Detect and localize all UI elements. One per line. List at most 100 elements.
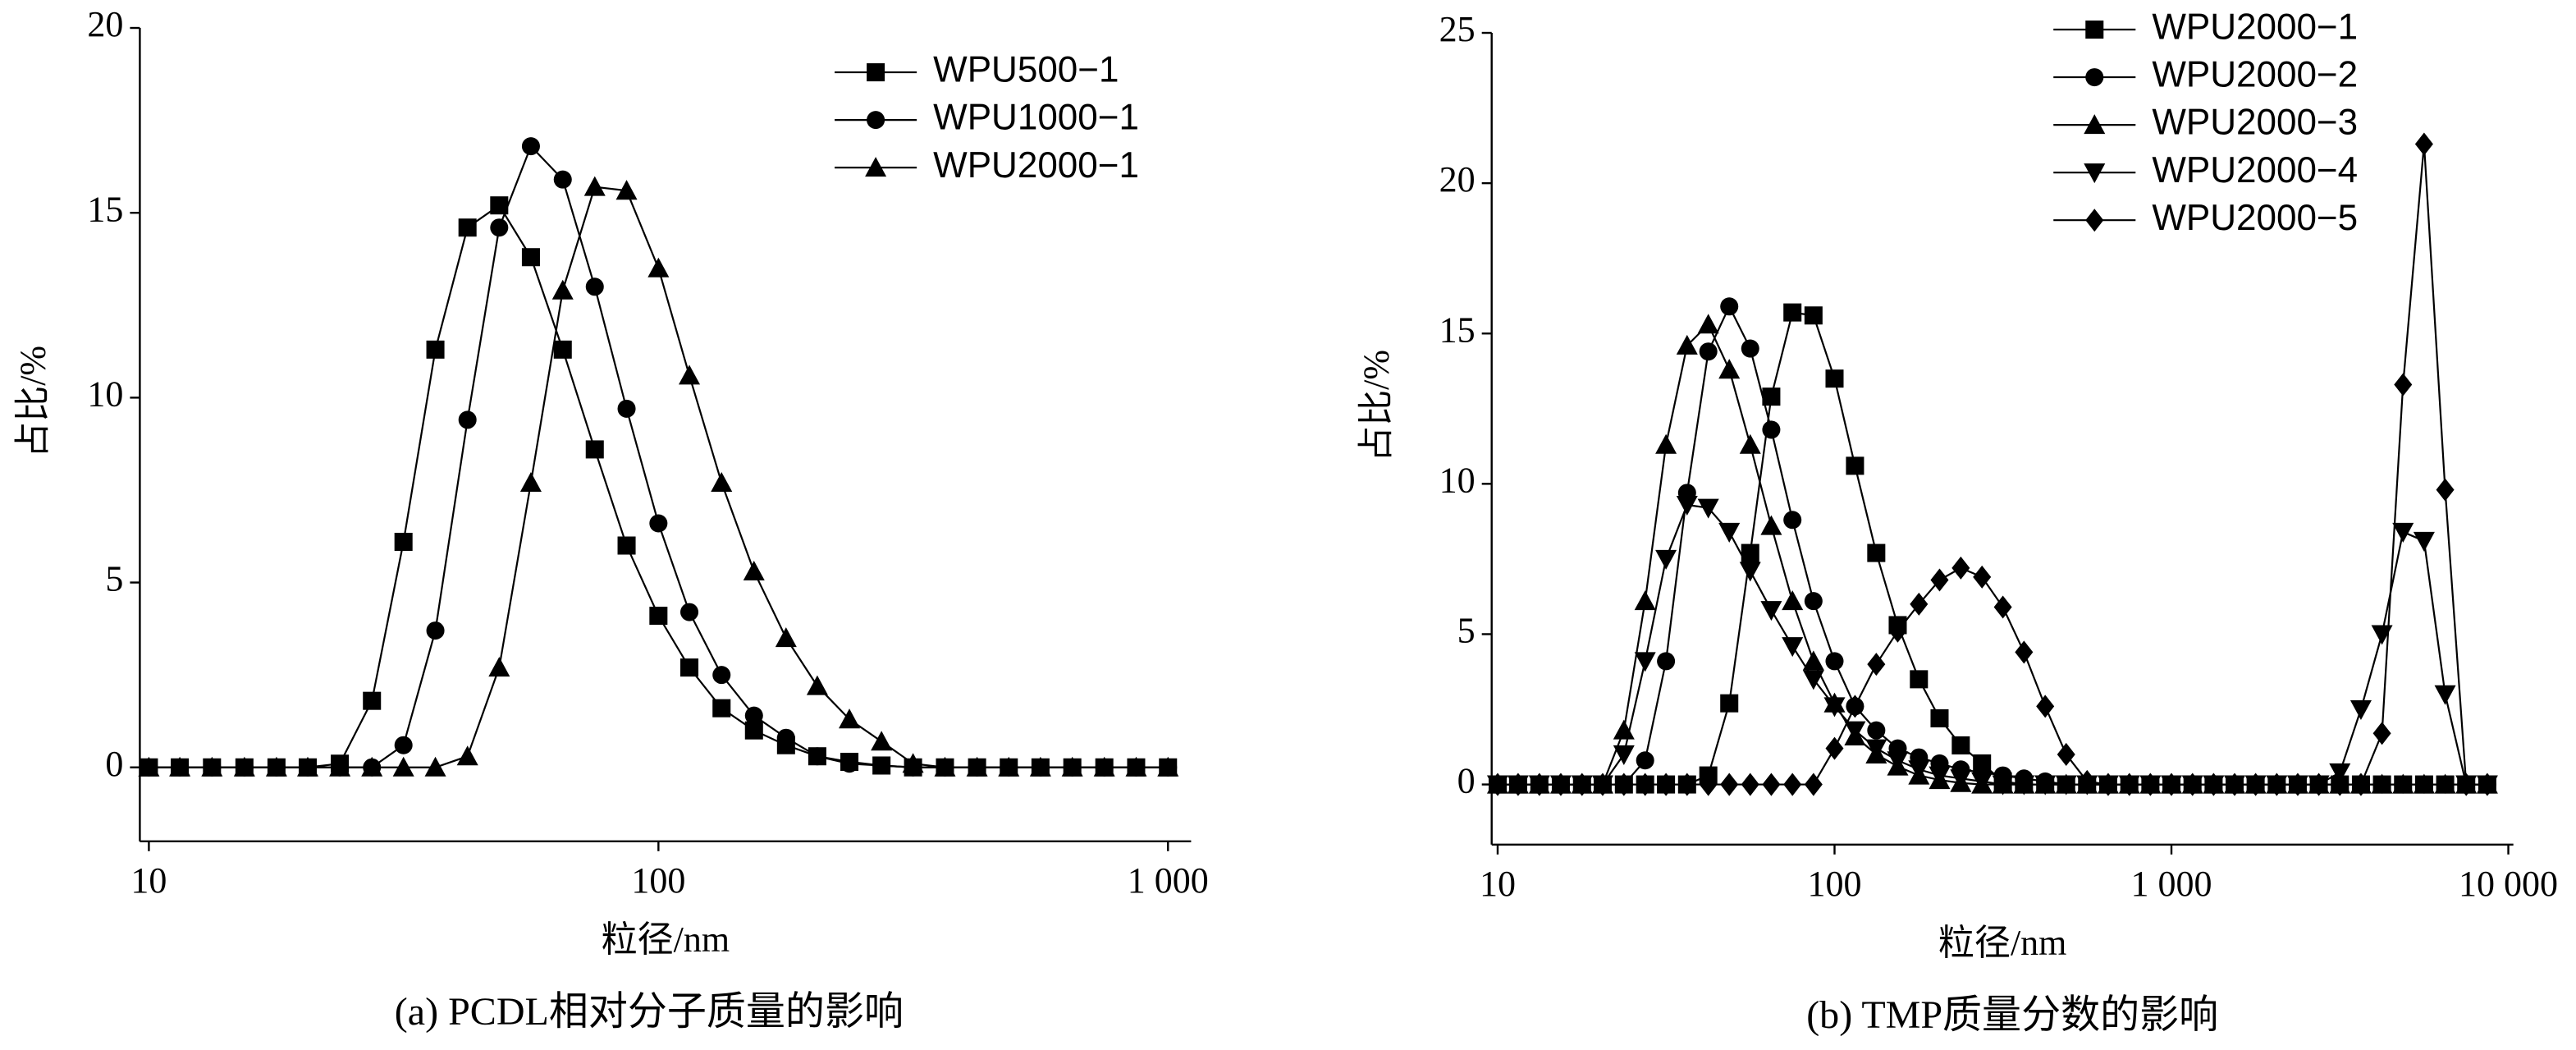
marker	[521, 248, 540, 267]
y-axis-label: 占比/%	[1357, 350, 1397, 462]
marker	[585, 440, 604, 459]
marker	[966, 756, 988, 777]
marker	[1844, 721, 1866, 741]
marker	[1718, 359, 1741, 379]
marker	[2457, 773, 2476, 796]
marker	[1741, 339, 1759, 358]
marker	[872, 756, 891, 775]
series-line	[1497, 323, 2487, 786]
marker	[551, 279, 574, 300]
marker	[680, 658, 699, 677]
caption: (a) PCDL相对分子质量的影响	[395, 990, 904, 1034]
marker	[1061, 756, 1083, 777]
marker	[2036, 695, 2055, 718]
marker	[1783, 303, 1802, 322]
marker	[2015, 640, 2034, 664]
marker	[2371, 773, 2393, 794]
marker	[394, 736, 413, 754]
marker	[1655, 549, 1677, 570]
marker	[1910, 670, 1929, 689]
marker	[680, 603, 699, 621]
marker	[2078, 769, 2097, 793]
marker	[806, 675, 828, 695]
marker	[743, 561, 765, 581]
y-tick-label: 20	[1439, 159, 1476, 199]
marker	[1783, 773, 1802, 796]
marker	[2085, 209, 2104, 232]
marker	[2350, 700, 2372, 721]
marker	[1676, 334, 1698, 355]
marker	[1657, 652, 1676, 671]
marker	[490, 218, 509, 237]
marker	[1655, 433, 1677, 454]
series-line	[149, 204, 1169, 768]
marker	[1762, 773, 1781, 796]
marker	[521, 137, 540, 156]
x-tick-label: 10	[1480, 864, 1516, 904]
marker	[1950, 769, 1972, 790]
marker	[1029, 756, 1051, 777]
chart: 0 5 10 15 20 10 100 1 000 粒径/nm 占比/% (a) PCDL相对分子质…	[12, 4, 1208, 1034]
legend-label: WPU500−1	[933, 50, 1119, 90]
marker	[1823, 697, 1846, 718]
marker	[2085, 21, 2104, 39]
series-line	[1497, 503, 2487, 786]
marker	[1551, 773, 1570, 796]
marker	[871, 731, 893, 751]
y-tick-label: 10	[87, 374, 123, 414]
marker	[553, 170, 572, 189]
marker	[1739, 433, 1761, 454]
legend-label: WPU2000−2	[2152, 55, 2358, 95]
marker	[138, 756, 160, 777]
marker	[519, 471, 542, 492]
marker	[1867, 721, 1886, 740]
marker	[1887, 751, 1909, 772]
marker	[649, 607, 668, 626]
y-tick-label: 0	[105, 744, 123, 784]
marker	[1802, 650, 1824, 671]
marker	[647, 257, 670, 277]
marker	[775, 627, 797, 648]
marker	[867, 111, 885, 130]
marker	[265, 756, 287, 777]
marker	[2225, 773, 2244, 796]
marker	[392, 756, 414, 777]
legend-label: WPU2000−5	[2152, 198, 2358, 238]
marker	[169, 756, 191, 777]
marker	[1973, 565, 1992, 589]
x-tick-label: 1 000	[2130, 864, 2212, 904]
marker	[776, 728, 795, 747]
y-tick-label: 5	[1457, 611, 1476, 651]
marker	[1865, 739, 1887, 759]
marker	[649, 514, 668, 533]
marker	[233, 756, 255, 777]
marker	[808, 747, 826, 766]
marker	[1846, 456, 1865, 475]
marker	[1697, 314, 1719, 334]
marker	[458, 218, 477, 237]
marker	[1971, 772, 1993, 792]
marker	[1992, 775, 2014, 796]
marker	[394, 533, 413, 552]
series-line	[1497, 144, 2487, 786]
marker	[1760, 515, 1782, 535]
marker	[583, 176, 606, 196]
marker	[2013, 775, 2035, 796]
marker	[2434, 685, 2456, 705]
marker	[2414, 132, 2433, 156]
marker	[1093, 756, 1115, 777]
marker	[1760, 601, 1782, 621]
marker	[296, 756, 319, 777]
marker	[2331, 773, 2350, 796]
marker	[1614, 773, 1633, 796]
marker	[2392, 522, 2414, 543]
marker	[1634, 652, 1656, 672]
marker	[2204, 773, 2223, 796]
marker	[744, 721, 763, 740]
marker	[865, 157, 887, 177]
marker	[2085, 68, 2104, 87]
marker	[2413, 531, 2435, 552]
marker	[1929, 766, 1951, 786]
marker	[2372, 722, 2391, 745]
marker	[2034, 775, 2057, 796]
